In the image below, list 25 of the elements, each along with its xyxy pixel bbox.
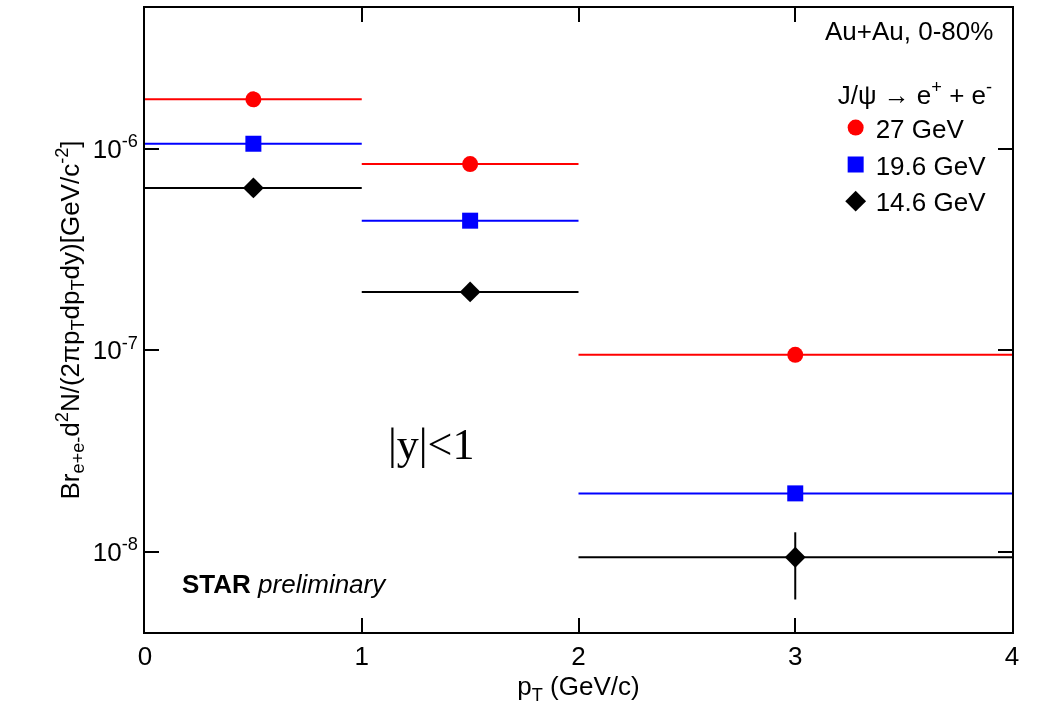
- point: [459, 281, 481, 303]
- y-tick-label: 10$^{-7}$: [92, 332, 138, 366]
- x-tick-label: 1: [354, 641, 369, 672]
- x-tick-label: 4: [1004, 641, 1020, 672]
- legend-label: 14.6 GeV: [875, 187, 987, 218]
- point: [787, 346, 804, 363]
- point: [787, 485, 804, 502]
- point: [242, 177, 264, 199]
- legend-label: 27 GeV: [875, 113, 965, 144]
- x-tick-label: 0: [137, 641, 153, 672]
- legend-title: J/ψ → e$^{+}$ + e$^{-}$: [837, 77, 993, 111]
- x-axis-title: p$_{T}$ (GeV/c): [517, 671, 640, 705]
- annotation: Au+Au, 0-80%: [825, 16, 994, 46]
- point: [245, 91, 262, 108]
- point: [784, 546, 806, 568]
- legend-label: 19.6 GeV: [875, 150, 987, 181]
- y-tick-label: 10$^{-8}$: [92, 534, 138, 567]
- point: [462, 212, 479, 229]
- point: [245, 135, 262, 152]
- annotation: |y|<1: [388, 420, 475, 469]
- x-tick-label: 2: [571, 641, 586, 672]
- annotation: STAR preliminary: [182, 569, 388, 599]
- y-tick-label: 10$^{-6}$: [92, 131, 138, 164]
- point: [462, 156, 479, 173]
- x-tick-label: 3: [788, 641, 803, 672]
